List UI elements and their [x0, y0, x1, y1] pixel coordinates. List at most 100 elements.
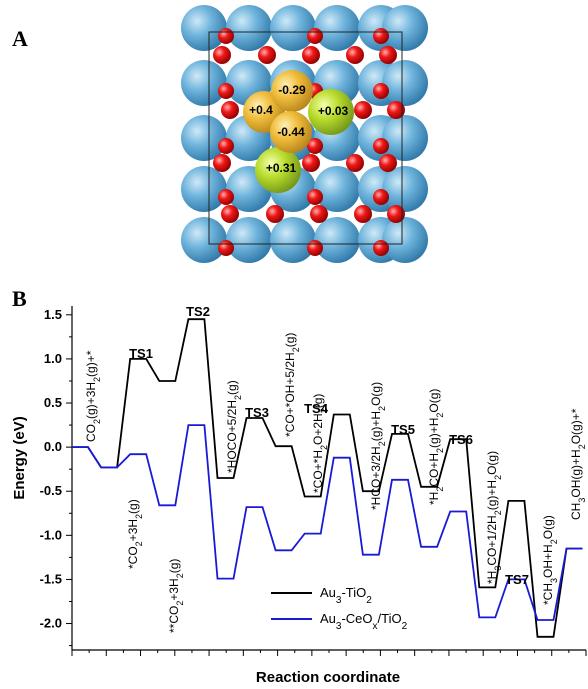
ti-atom [270, 5, 316, 51]
o-atom [213, 46, 231, 64]
ti-atom [181, 166, 227, 212]
ts-label-1: TS1 [129, 346, 153, 361]
panel-b-label: B [12, 286, 27, 311]
ts-labels: TS1 TS2 TS3 TS4 TS5 TS6 TS7 [129, 304, 529, 587]
o-atom [218, 28, 234, 44]
charge-labels: -0.29 +0.4 +0.03 -0.44 +0.31 [249, 83, 348, 175]
o-atom [302, 46, 320, 64]
ti-atom [226, 217, 272, 263]
ti-atom [314, 217, 360, 263]
series-line-au3-tio2 [72, 318, 583, 638]
legend: Au3-TiO2 Au3-CeOx/TiO2 [271, 585, 408, 632]
o-atom [379, 46, 397, 64]
legend-label-au3-tio2: Au3-TiO2 [320, 585, 372, 606]
o-atom [387, 205, 405, 223]
charge-label-4: -0.44 [277, 125, 305, 139]
o-atom [307, 240, 323, 256]
energy-profile-chart: 1.5 1.0 0.5 0.0 -0.5 -1.0 -1.5 -2.0 Energy (eV)… [11, 304, 587, 686]
ts-label-7: TS7 [505, 572, 529, 587]
o-atom [354, 101, 372, 119]
ts-label-2: TS2 [186, 304, 210, 319]
ce-atom [308, 89, 354, 135]
o-atom [307, 189, 323, 205]
y-tick-label: 0.0 [44, 439, 62, 454]
o-atom [387, 101, 405, 119]
panel-a-label: A [12, 26, 28, 51]
o-atom [307, 28, 323, 44]
y-tick-label: -1.5 [40, 571, 62, 586]
y-tick-label: -2.0 [40, 616, 62, 631]
o-atom [373, 240, 389, 256]
x-axis-title: Reaction coordinate [256, 669, 400, 686]
o-atom [354, 205, 372, 223]
ti-atom [181, 5, 227, 51]
ti-atom [382, 60, 428, 106]
y-tick-label: 0.5 [44, 395, 62, 410]
atoms-layer [181, 5, 428, 263]
charge-label-5: +0.31 [266, 161, 297, 175]
state-label-9: *H3CO+1/2H2(g)+H2O(g) [485, 451, 503, 584]
y-tick-label: 1.5 [44, 307, 62, 322]
ti-atom [382, 115, 428, 161]
state-label-6: *CO+*H2O+2H2(g) [311, 394, 329, 493]
chart-axes [66, 306, 587, 656]
o-atom [302, 154, 320, 172]
o-atom [373, 83, 389, 99]
ti-atom [382, 166, 428, 212]
series-line-au3-ceox-tio2 [72, 424, 583, 621]
y-tick-labels: 1.5 1.0 0.5 0.0 -0.5 -1.0 -1.5 -2.0 [40, 307, 62, 631]
state-label-4: *HOCO+5/2H2(g) [225, 380, 243, 473]
state-label-3: **CO2+3H2(g) [167, 559, 185, 633]
o-atom [310, 205, 328, 223]
o-atom [307, 138, 323, 154]
charge-label-3: +0.03 [318, 104, 349, 118]
y-tick-label: -0.5 [40, 483, 62, 498]
ti-atom [270, 217, 316, 263]
state-label-8: *H2CO+H2(g)+H2O(g) [427, 389, 445, 505]
ti-atom [314, 5, 360, 51]
ts-label-6: TS6 [449, 432, 473, 447]
o-atom [221, 101, 239, 119]
y-axis-title: Energy (eV) [11, 416, 28, 499]
unit-cell-box [208, 31, 403, 245]
o-atom [379, 154, 397, 172]
ti-atom [314, 166, 360, 212]
o-atom [373, 189, 389, 205]
ti-atom [226, 5, 272, 51]
state-label-7: *HCO+3/2H2(g)+H2O(g) [369, 382, 387, 510]
state-label-2: *CO2+3H2(g) [126, 499, 144, 569]
state-label-5: *CO+*OH+5/2H2(g) [283, 333, 301, 437]
ti-atom [181, 60, 227, 106]
au-atom [270, 111, 312, 153]
state-label-11: CH3OH(g)+H2O(g)+* [569, 408, 587, 520]
cluster-layer [243, 70, 354, 193]
o-atom [346, 154, 364, 172]
ti-atom [181, 217, 227, 263]
ti-atom [382, 5, 428, 51]
o-atom [373, 138, 389, 154]
au-atom [271, 70, 313, 112]
o-atom [266, 205, 284, 223]
o-atom [218, 240, 234, 256]
ts-label-5: TS5 [391, 422, 415, 437]
o-atom [221, 205, 239, 223]
legend-label-au3-ceox-tio2: Au3-CeOx/TiO2 [320, 611, 408, 632]
state-label-1: CO2(g)+3H2(g)+* [84, 350, 102, 442]
o-atom [218, 189, 234, 205]
charge-label-1: -0.29 [278, 83, 306, 97]
ti-atom [181, 115, 227, 161]
state-label-10: *CH3OH+H2O(g) [541, 515, 559, 605]
o-atom [213, 154, 231, 172]
o-atom [373, 28, 389, 44]
y-tick-label: 1.0 [44, 351, 62, 366]
ce-atom [255, 147, 301, 193]
series-layer [72, 318, 583, 638]
y-tick-label: -1.0 [40, 527, 62, 542]
ts-label-3: TS3 [245, 405, 269, 420]
o-atom [258, 46, 276, 64]
ts-label-4: TS4 [304, 401, 329, 416]
charge-label-2: +0.4 [249, 103, 273, 117]
ti-atom [382, 217, 428, 263]
o-atom [218, 83, 234, 99]
o-atom [346, 46, 364, 64]
